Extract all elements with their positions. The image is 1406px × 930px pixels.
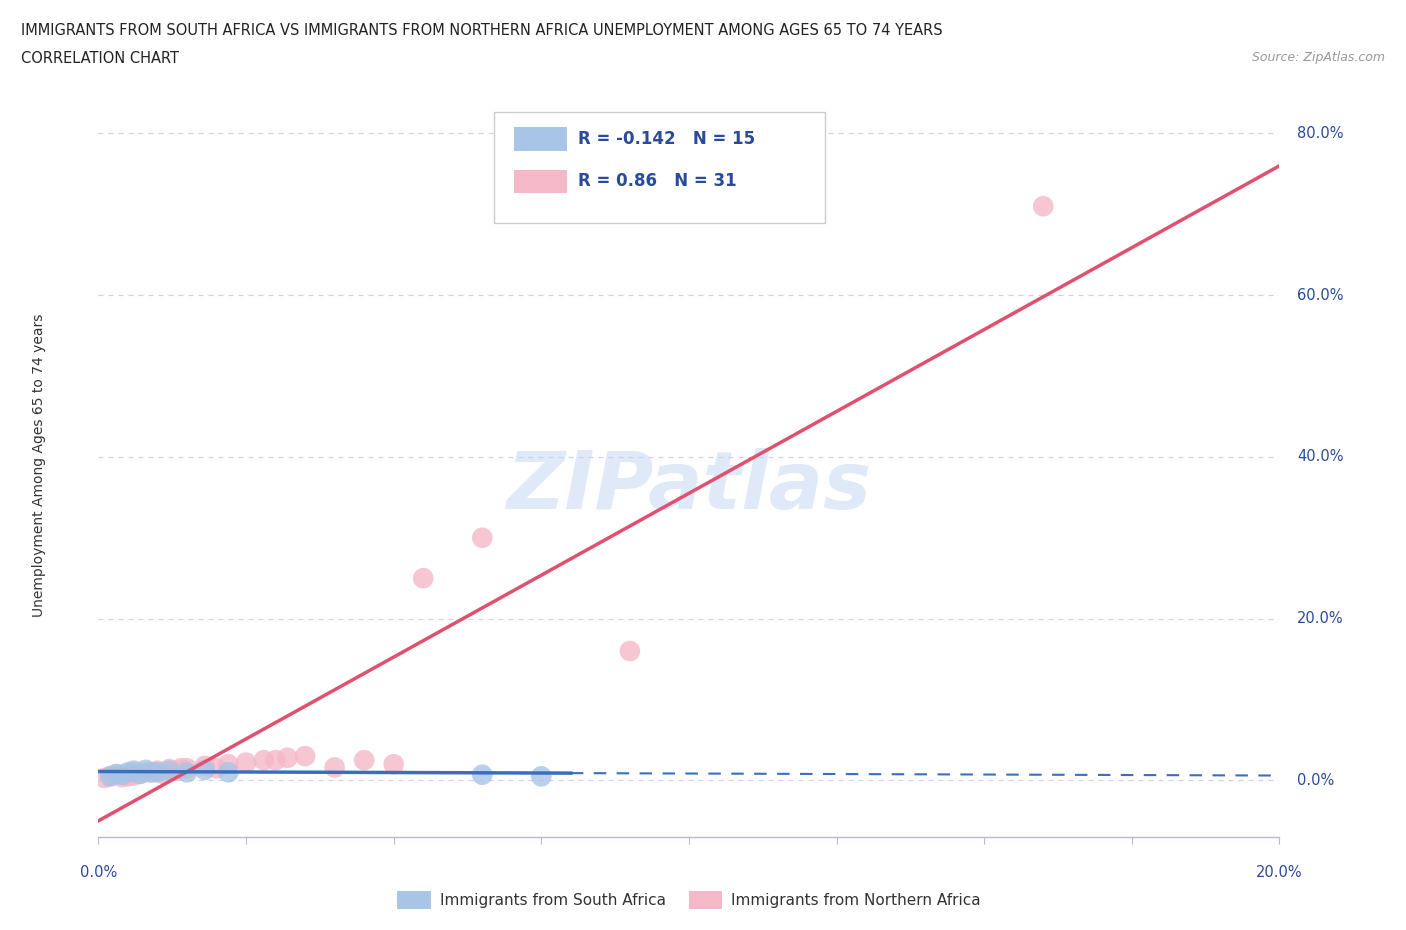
Point <box>176 764 198 779</box>
Point <box>276 751 298 765</box>
Point <box>128 766 150 781</box>
Point <box>98 769 121 784</box>
FancyBboxPatch shape <box>494 112 825 223</box>
Point <box>1032 199 1054 214</box>
Point <box>111 770 134 785</box>
Text: 60.0%: 60.0% <box>1298 287 1344 302</box>
Point <box>135 763 157 777</box>
Text: 0.0%: 0.0% <box>80 865 117 881</box>
Point <box>128 766 150 781</box>
Text: 20.0%: 20.0% <box>1298 611 1344 626</box>
Point <box>135 764 157 779</box>
FancyBboxPatch shape <box>515 127 567 151</box>
Point <box>205 761 228 776</box>
Text: 20.0%: 20.0% <box>1256 865 1303 881</box>
Text: 0.0%: 0.0% <box>1298 773 1334 788</box>
Text: IMMIGRANTS FROM SOUTH AFRICA VS IMMIGRANTS FROM NORTHERN AFRICA UNEMPLOYMENT AMO: IMMIGRANTS FROM SOUTH AFRICA VS IMMIGRAN… <box>21 23 942 38</box>
Point <box>105 767 128 782</box>
Text: R = 0.86   N = 31: R = 0.86 N = 31 <box>578 172 737 190</box>
Text: 40.0%: 40.0% <box>1298 449 1344 464</box>
Point <box>117 769 139 784</box>
Text: ZIPatlas: ZIPatlas <box>506 448 872 526</box>
Text: 80.0%: 80.0% <box>1298 126 1344 141</box>
Point <box>165 764 187 778</box>
Point <box>530 769 553 784</box>
Point <box>122 764 145 778</box>
Point <box>382 757 405 772</box>
Point <box>353 752 375 767</box>
Point <box>141 764 163 779</box>
Point <box>619 644 641 658</box>
Point <box>194 758 217 773</box>
Point <box>152 766 174 781</box>
Point <box>264 752 287 767</box>
Text: Source: ZipAtlas.com: Source: ZipAtlas.com <box>1251 51 1385 64</box>
Text: CORRELATION CHART: CORRELATION CHART <box>21 51 179 66</box>
Point <box>194 763 217 777</box>
Point <box>217 764 239 779</box>
Point <box>122 768 145 783</box>
Point <box>217 757 239 772</box>
Point <box>471 767 494 782</box>
Point <box>471 530 494 545</box>
Point <box>117 764 139 779</box>
Point <box>146 764 169 779</box>
Point <box>105 766 128 781</box>
Point <box>176 761 198 776</box>
Point <box>253 752 276 767</box>
Point <box>146 764 169 778</box>
Point <box>111 767 134 782</box>
Point <box>235 755 257 770</box>
Point <box>122 764 145 779</box>
Point <box>294 749 316 764</box>
Point <box>412 571 434 586</box>
Point <box>157 764 180 778</box>
Point <box>98 769 121 784</box>
Text: R = -0.142   N = 15: R = -0.142 N = 15 <box>578 130 755 148</box>
Point <box>170 761 193 776</box>
Text: Unemployment Among Ages 65 to 74 years: Unemployment Among Ages 65 to 74 years <box>32 313 46 617</box>
FancyBboxPatch shape <box>515 169 567 193</box>
Point <box>141 764 163 779</box>
Point <box>157 762 180 777</box>
Point <box>323 760 346 775</box>
Point <box>93 771 115 786</box>
Legend: Immigrants from South Africa, Immigrants from Northern Africa: Immigrants from South Africa, Immigrants… <box>391 885 987 915</box>
